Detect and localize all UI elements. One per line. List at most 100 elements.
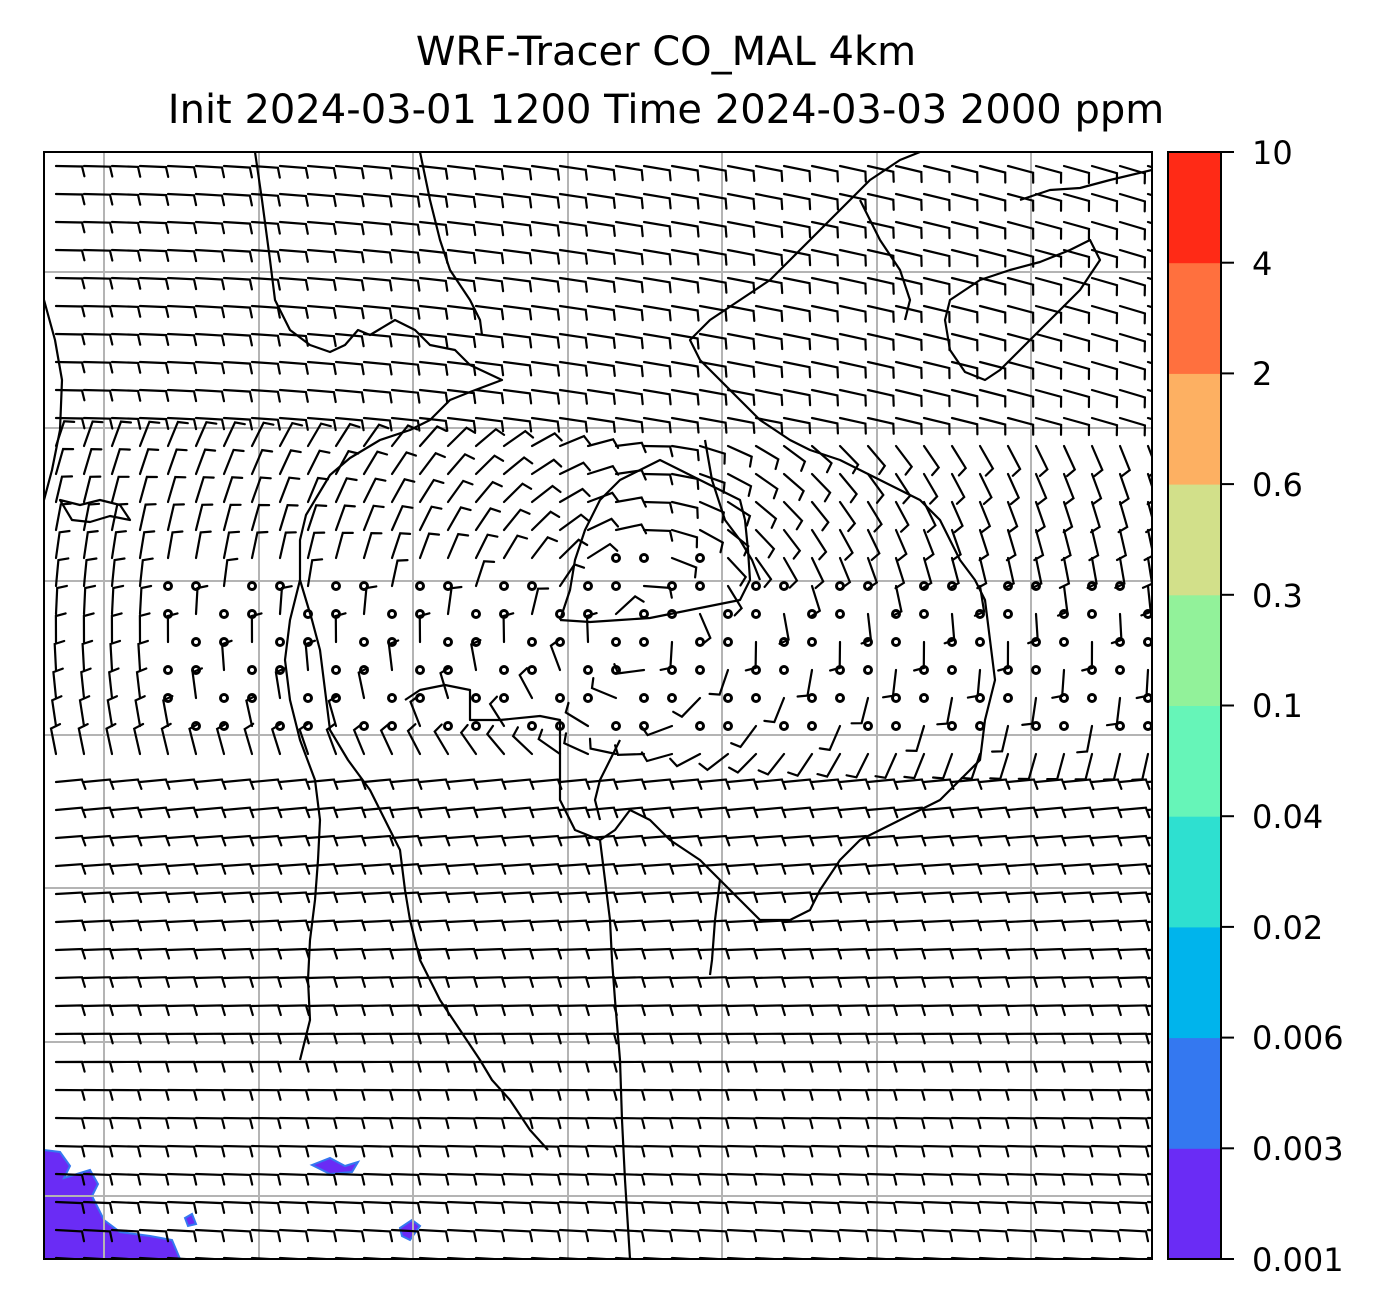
wind-barb bbox=[502, 1144, 534, 1158]
wind-barb bbox=[278, 360, 309, 375]
wind-barb bbox=[110, 304, 142, 318]
wind-barb bbox=[250, 360, 281, 375]
wind-barb bbox=[726, 556, 748, 587]
wind-barb bbox=[222, 891, 255, 904]
wind-barb bbox=[474, 1088, 506, 1101]
wind-barb bbox=[166, 416, 198, 431]
wind-barb bbox=[194, 276, 226, 291]
calm-circle bbox=[667, 693, 677, 703]
wind-barb bbox=[978, 919, 1011, 932]
wind-barb bbox=[77, 723, 89, 756]
wind-barb bbox=[642, 806, 675, 819]
wind-barb bbox=[390, 388, 421, 404]
wind-barb bbox=[1090, 220, 1119, 241]
wind-barb bbox=[586, 778, 619, 790]
wind-barb bbox=[670, 1088, 702, 1101]
wind-barb bbox=[642, 863, 675, 875]
wind-barb bbox=[922, 919, 955, 932]
calm-circle bbox=[1087, 665, 1097, 675]
wind-barb bbox=[138, 448, 160, 476]
wind-barb bbox=[1090, 891, 1123, 904]
wind-barb bbox=[782, 444, 807, 472]
calm-circle bbox=[639, 609, 649, 619]
wind-barb bbox=[905, 724, 926, 753]
wind-barb bbox=[726, 1060, 758, 1073]
wind-barb bbox=[866, 248, 895, 267]
wind-barb bbox=[530, 192, 561, 209]
wind-barb bbox=[922, 220, 951, 240]
wind-barb bbox=[642, 220, 672, 238]
wind-barb bbox=[222, 503, 242, 532]
wind-barb bbox=[194, 806, 227, 819]
wind-barb bbox=[390, 919, 423, 932]
wind-barb bbox=[166, 919, 199, 932]
colorbar-segment bbox=[1168, 1148, 1221, 1260]
wind-barb bbox=[418, 388, 449, 404]
wind-barb bbox=[614, 947, 647, 960]
wind-barb bbox=[82, 1032, 114, 1045]
wind-barb bbox=[950, 947, 983, 960]
wind-barb bbox=[866, 388, 895, 407]
wind-barb bbox=[250, 1116, 282, 1130]
wind-barb bbox=[754, 891, 787, 904]
wind-barb bbox=[1003, 556, 1015, 590]
wind-barb bbox=[194, 476, 215, 504]
wind-barb bbox=[250, 416, 281, 431]
border-north-lake bbox=[418, 152, 484, 336]
wind-barb bbox=[1034, 192, 1063, 212]
wind-barb bbox=[530, 1060, 562, 1073]
wind-barb bbox=[52, 667, 64, 700]
wind-barb bbox=[670, 192, 700, 210]
wind-barb bbox=[670, 1116, 702, 1130]
wind-barb bbox=[54, 192, 86, 206]
wind-barb bbox=[418, 276, 449, 292]
wind-barb bbox=[362, 1144, 394, 1158]
wind-barb bbox=[54, 332, 86, 346]
wind-barb bbox=[334, 164, 365, 180]
wind-barb bbox=[390, 192, 421, 208]
wind-barb bbox=[278, 1144, 310, 1158]
wind-barb bbox=[105, 722, 117, 756]
wind-barb bbox=[306, 449, 331, 476]
colorbar-tick-label: 10 bbox=[1252, 134, 1293, 172]
wind-barb bbox=[1034, 388, 1063, 408]
wind-barb bbox=[502, 332, 533, 349]
wind-barb bbox=[222, 164, 253, 179]
wind-barb bbox=[698, 1200, 730, 1214]
wind-barb bbox=[782, 304, 812, 323]
wind-barb bbox=[810, 1172, 842, 1186]
wind-barb bbox=[586, 388, 616, 405]
wind-barb bbox=[1034, 1088, 1066, 1101]
wind-barb bbox=[1090, 444, 1104, 478]
wind-barb bbox=[110, 976, 142, 988]
wind-barb bbox=[278, 1200, 310, 1214]
wind-barb bbox=[418, 778, 451, 790]
calm-circle bbox=[947, 721, 957, 731]
wind-barb bbox=[54, 919, 87, 932]
wind-barb bbox=[418, 220, 449, 236]
wind-barb bbox=[754, 834, 787, 847]
wind-barb bbox=[838, 444, 860, 475]
wind-barb bbox=[726, 778, 759, 790]
wind-barb bbox=[558, 976, 590, 988]
wind-barb bbox=[782, 360, 812, 379]
wind-barb bbox=[362, 834, 395, 847]
wind-barb bbox=[334, 276, 365, 292]
wind-barb bbox=[922, 1060, 954, 1073]
calm-circle bbox=[695, 581, 705, 591]
wind-barb bbox=[166, 220, 198, 235]
wind-barb bbox=[726, 1116, 758, 1130]
wind-barb bbox=[250, 332, 281, 347]
wind-barb bbox=[586, 806, 619, 819]
wind-barb bbox=[1118, 806, 1151, 819]
wind-barb bbox=[922, 806, 955, 819]
wind-barb bbox=[866, 220, 895, 239]
wind-barb bbox=[754, 192, 784, 211]
wind-barb bbox=[838, 834, 871, 847]
wind-barb bbox=[866, 806, 899, 819]
wind-barb bbox=[502, 1088, 534, 1101]
calm-circle bbox=[247, 581, 257, 591]
calm-circle bbox=[779, 581, 789, 591]
wind-barb bbox=[222, 332, 253, 347]
calm-circle bbox=[947, 665, 957, 675]
